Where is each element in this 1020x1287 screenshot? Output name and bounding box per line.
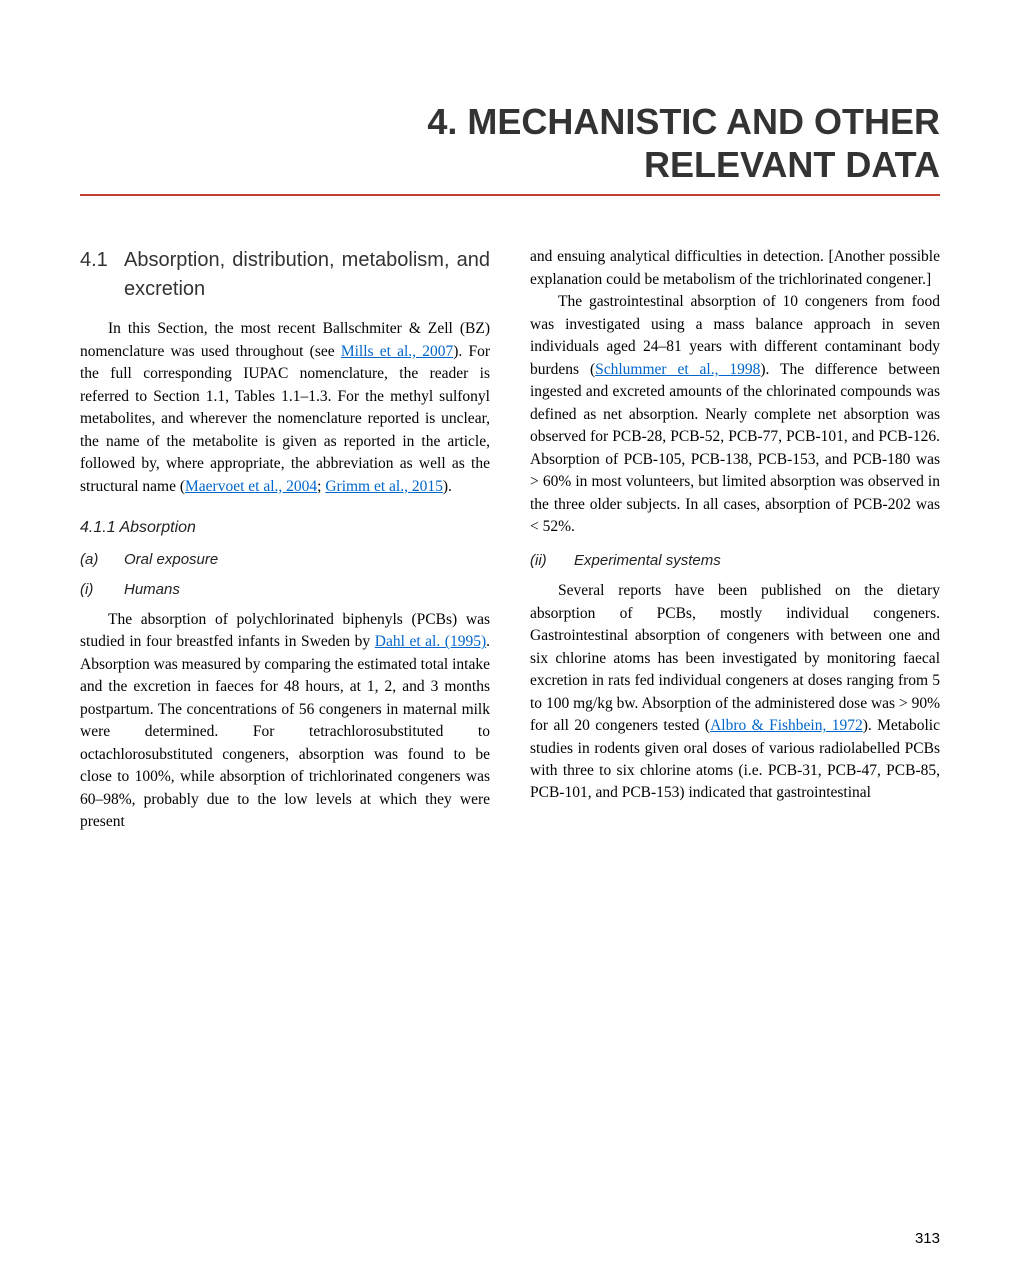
section-number: 4.1 (80, 246, 124, 275)
gi-absorption-paragraph: The gastrointestinal absorption of 10 co… (530, 291, 940, 538)
continuation-paragraph: and ensuing analytical difficulties in d… (530, 246, 940, 291)
subsection-a-label: (a) (80, 549, 124, 571)
citation-link-maervoet[interactable]: Maervoet et al., 2004 (185, 478, 317, 495)
subsection-411: 4.1.1 Absorption (80, 516, 490, 539)
chapter-title-line1: 4. MECHANISTIC AND OTHER (427, 101, 940, 142)
page-number: 313 (915, 1230, 940, 1247)
intro-text-b: ). For the full corresponding IUPAC nome… (80, 343, 490, 495)
left-column: 4.1 Absorption, distribution, metabolism… (80, 246, 490, 833)
exp-text-a: Several reports have been published on t… (530, 582, 940, 734)
subsection-a: (a) Oral exposure (80, 549, 490, 571)
right-column: and ensuing analytical difficulties in d… (530, 246, 940, 833)
citation-link-schlummer[interactable]: Schlummer et al., 1998 (595, 361, 760, 378)
section-heading: 4.1 Absorption, distribution, metabolism… (80, 246, 490, 304)
subsection-i: (i) Humans (80, 579, 490, 601)
subsection-ii-text: Experimental systems (574, 550, 721, 572)
citation-link-mills[interactable]: Mills et al., 2007 (341, 343, 453, 360)
two-column-layout: 4.1 Absorption, distribution, metabolism… (80, 246, 940, 833)
humans-paragraph: The absorption of polychlorinated biphen… (80, 609, 490, 834)
intro-text-end: ). (443, 478, 452, 495)
subsection-ii: (ii) Experimental systems (530, 550, 940, 572)
subsection-i-label: (i) (80, 579, 124, 601)
title-underline (80, 194, 940, 196)
intro-paragraph: In this Section, the most recent Ballsch… (80, 318, 490, 498)
humans-text-b: . Absorption was measured by comparing t… (80, 633, 490, 830)
subsection-i-text: Humans (124, 579, 180, 601)
chapter-title-line2: RELEVANT DATA (644, 144, 940, 185)
subsection-ii-label: (ii) (530, 550, 574, 572)
experimental-paragraph: Several reports have been published on t… (530, 580, 940, 805)
citation-link-dahl[interactable]: Dahl et al. (1995) (375, 633, 486, 650)
chapter-title: 4. MECHANISTIC AND OTHER RELEVANT DATA (80, 100, 940, 186)
citation-link-grimm[interactable]: Grimm et al., 2015 (325, 478, 443, 495)
gi-text-b: ). The difference between ingested and e… (530, 361, 940, 535)
citation-link-albro[interactable]: Albro & Fishbein, 1972 (710, 717, 863, 734)
section-title: Absorption, distribution, metabolism, an… (124, 246, 490, 304)
subsection-a-text: Oral exposure (124, 549, 218, 571)
